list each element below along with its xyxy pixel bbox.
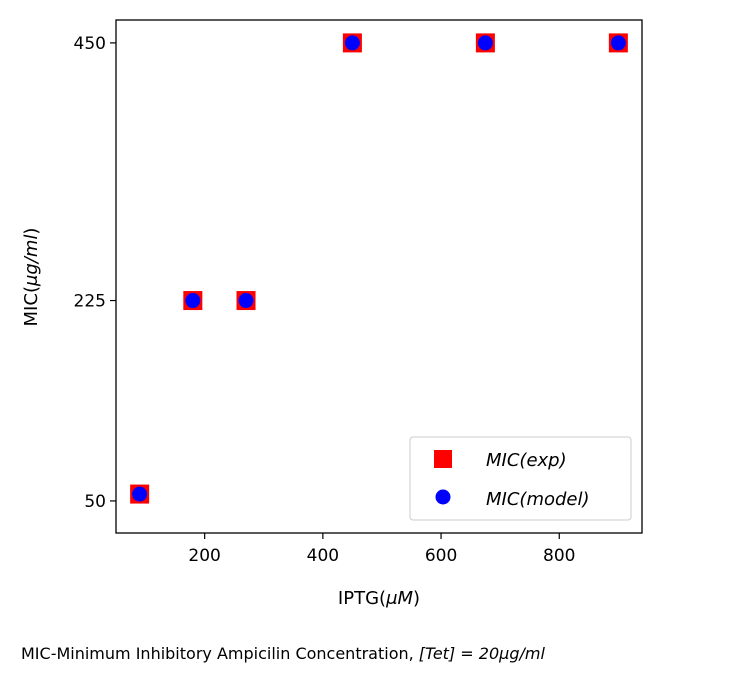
data-point-model — [477, 35, 493, 51]
legend-model-marker — [435, 489, 451, 505]
data-point-model — [610, 35, 626, 51]
legend: MIC(exp) MIC(model) — [409, 436, 632, 521]
x-axis-label: IPTG(μM) — [338, 588, 420, 609]
x-axis-ticks: 200 400 600 800 — [188, 533, 575, 566]
legend-model-label: MIC(model) — [486, 489, 590, 510]
y-axis-ticks: 50 225 450 — [74, 34, 116, 512]
x-tick-label: 400 — [307, 546, 339, 566]
y-axis-label: MIC(μg/ml) — [21, 228, 42, 327]
data-point-model — [238, 293, 254, 309]
x-tick-label: 800 — [543, 546, 575, 566]
legend-box — [409, 436, 632, 521]
data-marks — [130, 33, 628, 504]
data-point-model — [344, 35, 360, 51]
y-tick-label: 50 — [84, 492, 106, 512]
x-tick-label: 200 — [188, 546, 220, 566]
y-tick-label: 450 — [74, 34, 106, 54]
data-point-model — [185, 293, 201, 309]
data-point-model — [132, 486, 148, 502]
figure-caption: MIC-Minimum Inhibitory Ampicilin Concent… — [21, 644, 545, 663]
legend-exp-marker — [434, 450, 452, 468]
y-tick-label: 225 — [74, 292, 106, 312]
legend-exp-label: MIC(exp) — [486, 450, 567, 471]
x-tick-label: 600 — [425, 546, 457, 566]
